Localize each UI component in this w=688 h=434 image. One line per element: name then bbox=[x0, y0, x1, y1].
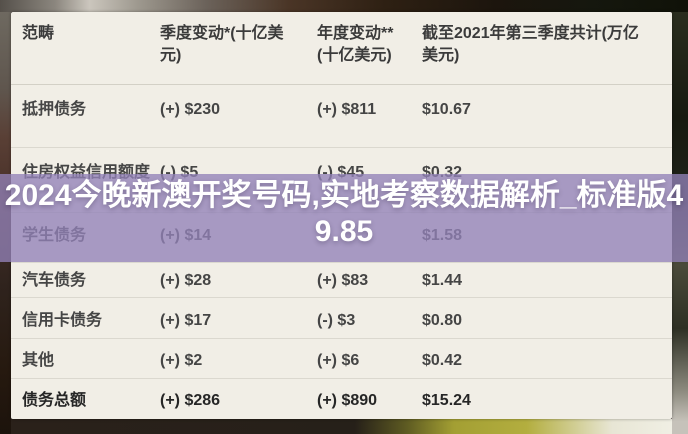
row-category: 汽车债务 bbox=[22, 272, 87, 289]
background-photo-top-strip bbox=[0, 0, 688, 12]
row-category: 信用卡债务 bbox=[22, 312, 103, 329]
row-total-value: $1.44 bbox=[422, 272, 463, 289]
row-quarterly-value: (+) $2 bbox=[160, 352, 203, 369]
table-row-mortgage: 抵押债务 (+) $230 (+) $811 $10.67 bbox=[11, 84, 672, 147]
background-photo-bottom-strip bbox=[11, 419, 672, 434]
row-quarterly-value: (+) $17 bbox=[160, 312, 212, 329]
table-header-row: 范畴 季度变动*(十亿美 元) 年度变动** (十亿美元) 截至2021年第三季… bbox=[11, 12, 672, 84]
row-annual-value: (+) $890 bbox=[317, 392, 378, 409]
header-total-q3-2021: 截至2021年第三季度共计(万亿 美元) bbox=[422, 25, 639, 64]
row-quarterly-value: (+) $28 bbox=[160, 272, 212, 289]
header-annual-change: 年度变动** (十亿美元) bbox=[317, 25, 394, 64]
header-category-line1: 范畴 bbox=[22, 25, 55, 42]
table-row-auto-loans: 汽车债务 (+) $28 (+) $83 $1.44 bbox=[11, 262, 672, 297]
row-category: 债务总额 bbox=[22, 392, 87, 409]
promo-banner-line2: 9.85 bbox=[314, 215, 374, 248]
promo-banner-text: 2024今晚新澳开奖号码,实地考察数据解析_标准版4 9.85 bbox=[0, 178, 688, 250]
header-category: 范畴 bbox=[22, 23, 160, 84]
row-quarterly-value: (+) $286 bbox=[160, 392, 221, 409]
promo-banner-overlay[interactable]: 2024今晚新澳开奖号码,实地考察数据解析_标准版4 9.85 bbox=[0, 174, 688, 262]
row-quarterly-value: (+) $230 bbox=[160, 101, 221, 118]
row-total-value: $15.24 bbox=[422, 392, 471, 409]
row-annual-value: (+) $83 bbox=[317, 272, 369, 289]
row-total-value: $0.80 bbox=[422, 312, 463, 329]
row-total-value: $0.42 bbox=[422, 352, 463, 369]
row-total-value: $10.67 bbox=[422, 101, 471, 118]
table-row-total-debt: 债务总额 (+) $286 (+) $890 $15.24 bbox=[11, 378, 672, 419]
row-annual-value: (+) $6 bbox=[317, 352, 360, 369]
table-row-credit-card: 信用卡债务 (+) $17 (-) $3 $0.80 bbox=[11, 297, 672, 338]
header-quarterly-change: 季度变动*(十亿美 元) bbox=[160, 25, 284, 64]
table-row-other: 其他 (+) $2 (+) $6 $0.42 bbox=[11, 338, 672, 378]
promo-banner-line1: 2024今晚新澳开奖号码,实地考察数据解析_标准版4 bbox=[4, 179, 684, 212]
row-annual-value: (-) $3 bbox=[317, 312, 356, 329]
row-category: 其他 bbox=[22, 352, 55, 369]
row-annual-value: (+) $811 bbox=[317, 101, 377, 118]
row-category: 抵押债务 bbox=[22, 101, 87, 118]
